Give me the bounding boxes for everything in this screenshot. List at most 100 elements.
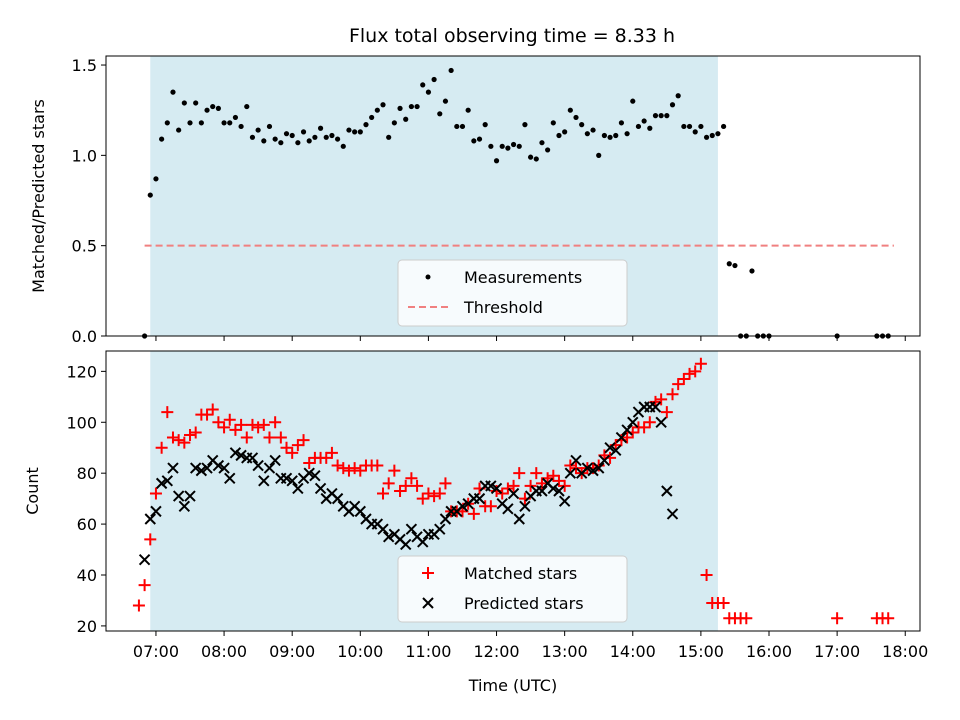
matched-star-point [201, 408, 214, 421]
measurement-point [624, 131, 630, 137]
predicted-star-point [144, 513, 156, 525]
measurement-point [567, 107, 573, 113]
x-tick-label: 11:00 [405, 642, 451, 661]
matched-star-point [240, 431, 253, 444]
predicted-star-point [377, 523, 389, 535]
predicted-star-point [167, 462, 179, 474]
predicted-star-point [155, 477, 168, 490]
measurement-point [317, 125, 324, 131]
measurement-point [380, 102, 386, 108]
predicted-star-point [490, 482, 503, 495]
measurement-point [476, 136, 483, 142]
measurement-point [386, 134, 392, 140]
matched-star-point [138, 579, 151, 592]
predicted-star-point [280, 472, 293, 484]
measurement-point [244, 103, 250, 110]
measurement-point [709, 132, 715, 139]
y-tick-label: 0.5 [72, 237, 97, 256]
measurement-point [420, 82, 426, 88]
matched-star-point [257, 418, 270, 431]
measurement-point [533, 156, 539, 162]
measurement-point [630, 98, 636, 104]
predicted-star-point [201, 462, 213, 474]
measurement-point [272, 136, 278, 142]
predicted-star-point [189, 462, 202, 474]
predicted-star-point [309, 470, 321, 482]
predicted-star-point [150, 505, 162, 518]
predicted-star-point [570, 454, 582, 467]
legend-measurements-marker [425, 274, 431, 280]
legend-matched-marker [422, 567, 434, 579]
predicted-star-point [184, 490, 196, 502]
measurement-point [482, 122, 488, 128]
measurement-point [641, 118, 647, 124]
predicted-star-point [354, 505, 367, 518]
measurement-point [312, 134, 318, 140]
measurement-point [164, 120, 170, 126]
measurement-point [346, 127, 352, 133]
matched-star-point [689, 365, 702, 378]
x-tick-label: 10:00 [337, 642, 383, 661]
measurement-point [471, 138, 477, 144]
legend-matched-label: Matched stars [464, 564, 577, 583]
predicted-star-point [513, 513, 525, 525]
bottom-legend-box [397, 555, 628, 623]
bottom-data-marks [132, 357, 895, 625]
matched-star-point [218, 421, 231, 434]
measurement-point [692, 129, 698, 135]
matched-star-point [615, 434, 628, 447]
matched-star-point [291, 439, 304, 452]
top-y-axis-label: Matched/Predicted stars [29, 99, 48, 293]
measurement-point [232, 114, 239, 121]
matched-star-point [405, 472, 418, 485]
top-legend-box [397, 259, 628, 327]
predicted-star-point [263, 462, 276, 474]
legend-threshold-label: Threshold [463, 298, 543, 317]
measurement-point [613, 132, 619, 139]
matched-star-point [643, 416, 656, 429]
measurement-point [391, 120, 397, 126]
measurement-point [579, 122, 585, 128]
predicted-star-point [610, 444, 622, 456]
measurement-point [283, 131, 290, 137]
predicted-star-point [473, 492, 486, 505]
measurement-point [669, 102, 676, 108]
predicted-star-point [564, 467, 577, 479]
x-tick-label: 08:00 [201, 642, 247, 661]
measurement-point [618, 120, 625, 126]
predicted-star-point [314, 482, 327, 495]
measurement-point [300, 129, 307, 135]
measurement-point [488, 143, 494, 149]
y-tick-label: 120 [66, 362, 97, 381]
predicted-star-point [400, 538, 412, 551]
matched-star-point [672, 378, 685, 391]
matched-star-point [274, 431, 287, 444]
x-tick-label: 07:00 [133, 642, 179, 661]
measurement-point [601, 132, 607, 139]
matched-star-point [564, 459, 577, 472]
measurement-point [340, 143, 346, 149]
matched-star-point [388, 464, 401, 477]
matched-star-point [490, 485, 503, 497]
measurement-point [295, 140, 301, 146]
measurement-point [306, 138, 312, 144]
predicted-star-point [456, 500, 469, 512]
measurement-point [425, 89, 432, 95]
predicted-star-point [621, 424, 633, 436]
x-axis-label: Time (UTC) [468, 676, 557, 695]
x-tick-label: 15:00 [678, 642, 724, 661]
measurement-point [397, 105, 403, 111]
matched-star-point [184, 429, 197, 441]
matched-star-point [223, 413, 236, 426]
y-tick-label: 100 [66, 413, 97, 432]
matched-star-point [416, 492, 429, 505]
measurement-point [703, 134, 710, 140]
measurement-point [658, 113, 664, 119]
matched-star-point [428, 490, 441, 503]
matched-star-point [320, 451, 333, 464]
predicted-star-point [581, 462, 594, 474]
matched-star-point [166, 431, 179, 444]
measurement-point [539, 140, 545, 146]
matched-star-point [411, 479, 424, 492]
matched-star-point [206, 403, 219, 416]
